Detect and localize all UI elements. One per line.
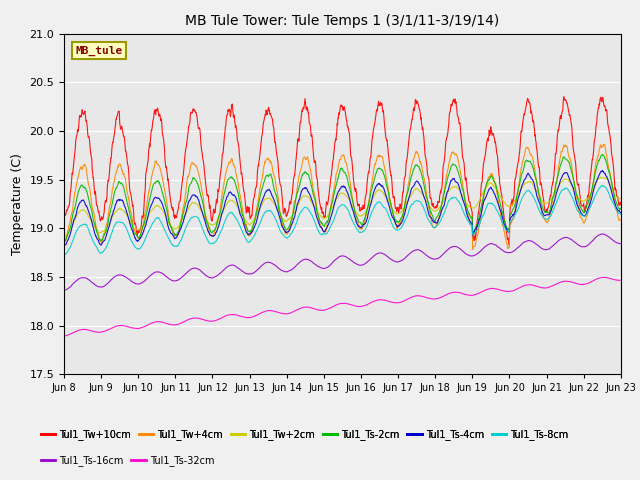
Legend: Tul1_Tw+10cm, Tul1_Tw+4cm, Tul1_Tw+2cm, Tul1_Ts-2cm, Tul1_Ts-4cm, Tul1_Ts-8cm: Tul1_Tw+10cm, Tul1_Tw+4cm, Tul1_Tw+2cm, … bbox=[37, 425, 572, 444]
Text: MB_tule: MB_tule bbox=[75, 46, 122, 56]
Y-axis label: Temperature (C): Temperature (C) bbox=[11, 153, 24, 255]
Title: MB Tule Tower: Tule Temps 1 (3/1/11-3/19/14): MB Tule Tower: Tule Temps 1 (3/1/11-3/19… bbox=[185, 14, 500, 28]
Legend: Tul1_Ts-16cm, Tul1_Ts-32cm: Tul1_Ts-16cm, Tul1_Ts-32cm bbox=[37, 452, 218, 470]
